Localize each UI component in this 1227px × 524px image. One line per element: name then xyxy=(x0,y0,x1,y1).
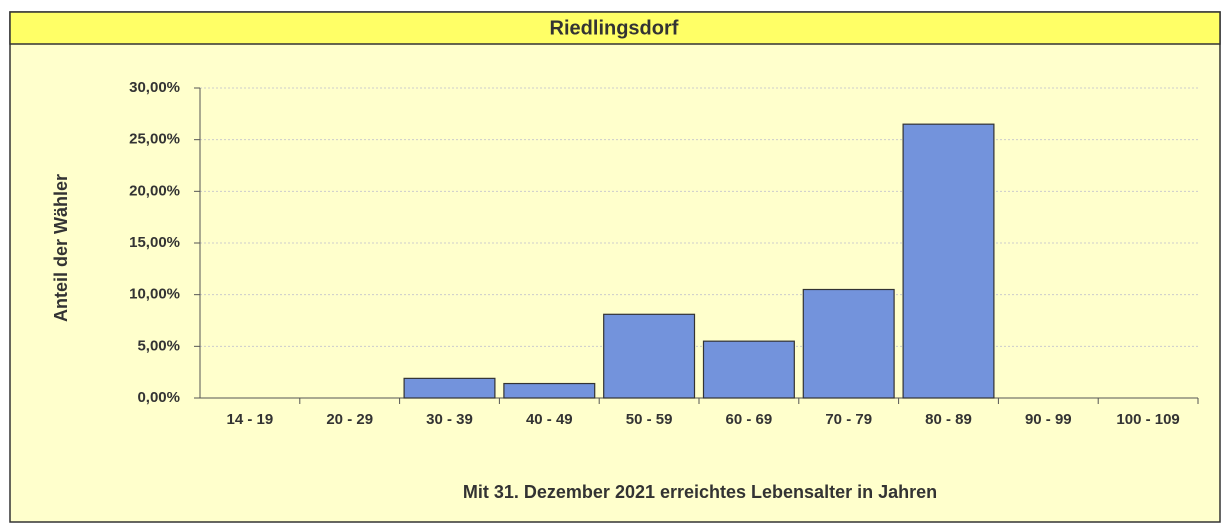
x-tick-label: 40 - 49 xyxy=(526,411,573,428)
x-tick-label: 20 - 29 xyxy=(326,411,373,428)
x-tick-label: 90 - 99 xyxy=(1025,411,1072,428)
y-tick-label: 15,00% xyxy=(129,234,180,251)
title-bar xyxy=(9,11,1221,45)
bar xyxy=(902,123,995,399)
x-tick-label: 14 - 19 xyxy=(227,411,274,428)
bar xyxy=(702,340,795,399)
y-axis-label: Anteil der Wähler xyxy=(51,174,71,322)
x-tick-label: 30 - 39 xyxy=(426,411,473,428)
bar xyxy=(503,382,596,399)
x-axis-label: Mit 31. Dezember 2021 erreichtes Lebensa… xyxy=(463,482,937,502)
y-tick-label: 20,00% xyxy=(129,182,180,199)
chart-title: Riedlingsdorf xyxy=(550,17,679,39)
y-tick-label: 5,00% xyxy=(137,337,180,354)
y-tick-label: 25,00% xyxy=(129,131,180,148)
x-tick-label: 70 - 79 xyxy=(825,411,872,428)
x-tick-label: 100 - 109 xyxy=(1116,411,1179,428)
x-tick-label: 60 - 69 xyxy=(726,411,773,428)
x-tick-label: 50 - 59 xyxy=(626,411,673,428)
y-tick-label: 30,00% xyxy=(129,79,180,96)
y-tick-label: 0,00% xyxy=(137,389,180,406)
bar xyxy=(603,313,696,399)
bar xyxy=(403,377,496,399)
x-tick-label: 80 - 89 xyxy=(925,411,972,428)
chart-background xyxy=(9,11,1221,523)
bar xyxy=(802,288,895,399)
y-tick-label: 10,00% xyxy=(129,286,180,303)
